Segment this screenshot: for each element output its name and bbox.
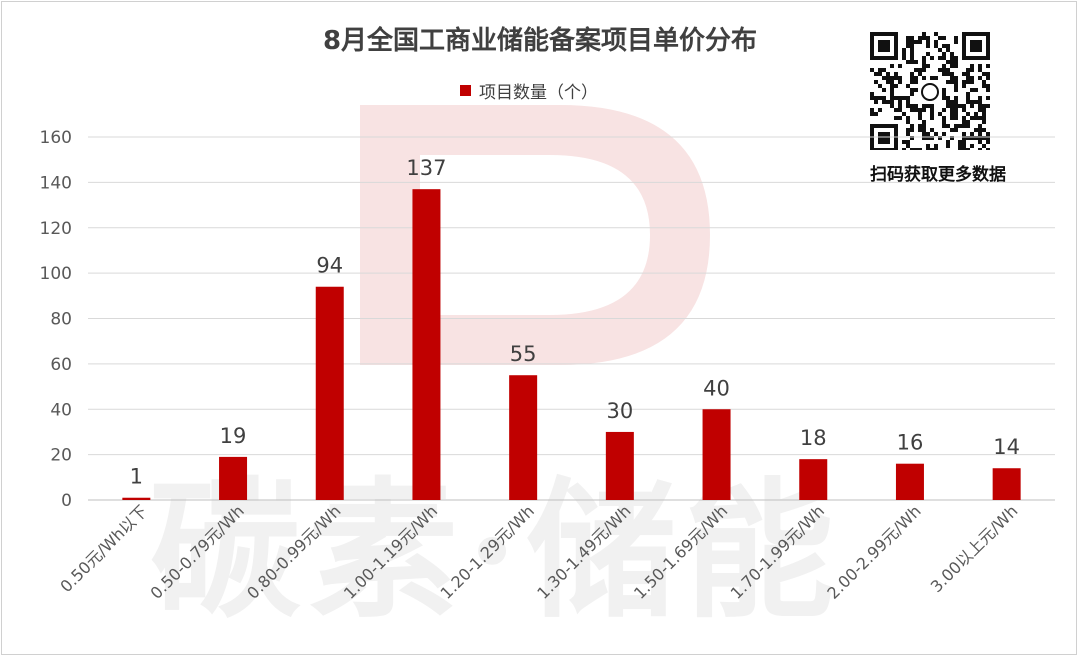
data-labels: 1 19 94 137 55 30 40 18 16 14 — [130, 156, 1020, 489]
x-tick-label: 3.00以上元/Wh — [927, 501, 1022, 596]
bar[interactable] — [122, 497, 151, 500]
data-label: 30 — [606, 399, 633, 423]
y-tick-label: 40 — [50, 400, 72, 420]
x-tick-label: 1.70-1.99元/Wh — [727, 501, 828, 602]
y-tick-label: 60 — [50, 355, 72, 375]
qr-code[interactable] — [860, 30, 1010, 154]
x-tick-label: 1.00-1.19元/Wh — [340, 501, 441, 602]
bar[interactable] — [895, 463, 924, 500]
bar[interactable] — [702, 409, 731, 500]
data-label: 94 — [316, 254, 343, 278]
x-axis: 0.50元/Wh以下0.50-0.79元/Wh0.80-0.99元/Wh1.00… — [56, 501, 1021, 602]
x-tick-label: 0.50元/Wh以下 — [56, 501, 151, 596]
bar[interactable] — [605, 431, 634, 500]
chart-title: 8月全国工商业储能备案项目单价分布 — [322, 26, 758, 56]
gridlines — [88, 136, 1055, 501]
data-label: 18 — [800, 426, 827, 450]
qr-caption: 扫码获取更多数据 — [870, 165, 1006, 185]
legend-swatch — [460, 85, 471, 96]
x-tick-label: 1.30-1.49元/Wh — [533, 501, 634, 602]
data-label: 40 — [703, 376, 730, 400]
y-tick-label: 120 — [40, 219, 72, 239]
data-label: 19 — [220, 424, 247, 448]
x-tick-label: 0.50-0.79元/Wh — [146, 501, 247, 602]
qr-code-icon — [870, 32, 990, 152]
x-tick-label: 0.80-0.99元/Wh — [243, 501, 344, 602]
y-tick-label: 100 — [40, 264, 72, 284]
data-label: 137 — [406, 156, 446, 180]
data-label: 16 — [897, 431, 924, 455]
data-label: 14 — [993, 435, 1020, 459]
y-tick-label: 140 — [40, 173, 72, 193]
bar[interactable] — [412, 189, 441, 500]
x-tick-label: 1.50-1.69元/Wh — [630, 501, 731, 602]
y-tick-label: 80 — [50, 310, 72, 330]
bar[interactable] — [219, 456, 248, 500]
bars — [122, 189, 1021, 500]
x-tick-label: 1.20-1.29元/Wh — [437, 501, 538, 602]
legend-label: 项目数量（个） — [479, 83, 598, 103]
watermark-logo — [360, 105, 710, 365]
y-tick-label: 160 — [40, 128, 72, 148]
bar[interactable] — [509, 375, 538, 500]
y-tick-label: 0 — [61, 491, 72, 511]
legend: 项目数量（个） — [460, 78, 598, 103]
bar[interactable] — [799, 459, 828, 500]
bar[interactable] — [992, 468, 1021, 500]
y-tick-label: 20 — [50, 446, 72, 466]
x-tick-label: 2.00-2.99元/Wh — [823, 501, 924, 602]
data-label: 1 — [130, 465, 143, 489]
y-axis: 0 20 40 60 80 100 120 140 160 — [40, 128, 72, 511]
bar[interactable] — [315, 286, 344, 500]
data-label: 55 — [510, 342, 537, 366]
